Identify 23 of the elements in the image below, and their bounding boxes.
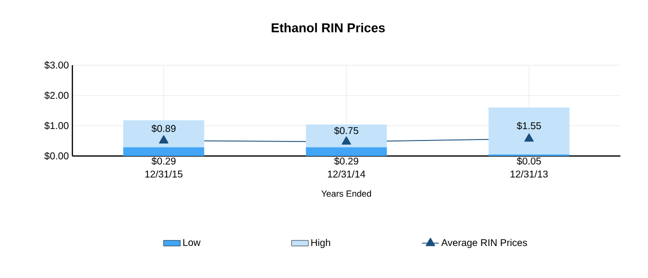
y-tick-label: $1.00 (44, 122, 69, 130)
data-label: $0.29 (152, 156, 176, 165)
bar (123, 120, 204, 148)
x-tick-label: 12/31/15 (145, 170, 182, 178)
data-label: $1.55 (516, 122, 541, 130)
x-tick-label: 12/31/13 (510, 170, 548, 178)
data-label: $0.89 (152, 124, 176, 132)
legend-label: High (311, 238, 330, 248)
legend-label: Average RIN Prices (441, 238, 528, 248)
x-tick-label: 12/31/14 (328, 170, 366, 178)
bar (306, 124, 387, 148)
bar (306, 147, 387, 156)
chart-title: Ethanol RIN Prices (272, 22, 385, 32)
y-tick-label: $3.00 (44, 60, 69, 69)
data-label: $0.29 (334, 156, 358, 165)
bar (123, 147, 204, 156)
legend-label: Low (183, 238, 201, 246)
x-axis-title: Years Ended (321, 190, 371, 197)
data-label: $0.75 (334, 126, 358, 134)
data-label: $0.05 (516, 156, 541, 165)
y-tick-label: $2.00 (44, 91, 69, 100)
y-tick-label: $0.00 (44, 152, 69, 160)
bar (488, 107, 570, 154)
